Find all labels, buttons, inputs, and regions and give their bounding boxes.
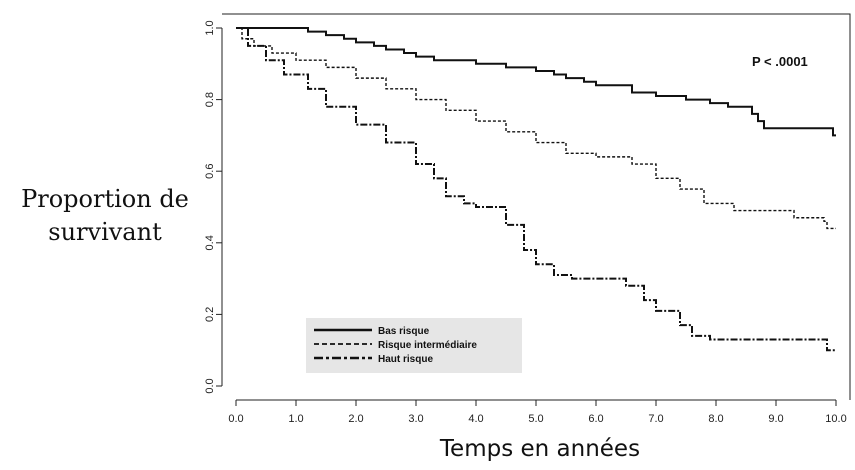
- legend-entry: Haut risque: [378, 354, 433, 365]
- x-tick-label: 3.0: [408, 413, 423, 425]
- y-axis-label: Proportion de survivant: [0, 183, 210, 249]
- y-tick-label: 0.6: [204, 164, 216, 179]
- x-axis-label: Temps en années: [439, 436, 641, 462]
- y-axis-label-line-2: survivant: [48, 218, 162, 246]
- curve-low-risk: [236, 27, 836, 137]
- y-tick-label: 0.8: [204, 92, 216, 107]
- x-tick-label: 10.0: [825, 413, 846, 425]
- x-tick-label: 7.0: [648, 413, 663, 425]
- x-tick-label: 4.0: [468, 413, 483, 425]
- x-tick-label: 6.0: [588, 413, 603, 425]
- plot-frame: [222, 13, 851, 400]
- chart-legend: Bas risque Risque intermédiaire Haut risqu…: [306, 318, 522, 373]
- x-tick-label: 8.0: [708, 413, 723, 425]
- y-tick-label: 0.4: [204, 235, 216, 250]
- y-axis-label-line-1: Proportion de: [21, 185, 189, 213]
- x-tick-label: 1.0: [288, 413, 303, 425]
- x-tick-label: 5.0: [528, 413, 543, 425]
- x-tick-label: 9.0: [768, 413, 783, 425]
- y-tick-label: 0.2: [204, 307, 216, 322]
- x-tick-label: 2.0: [348, 413, 363, 425]
- legend-box: [306, 318, 522, 373]
- curve-intermediate-risk: [236, 27, 836, 230]
- x-tick-label: 0.0: [228, 413, 243, 425]
- y-tick-label: 0.0: [204, 378, 216, 393]
- legend-entry: Bas risque: [378, 326, 430, 337]
- y-tick-label: 1.0: [204, 20, 216, 35]
- chart-curves: [236, 27, 836, 352]
- chart-axes: 0.0 1.0 2.0 3.0 4.0 5.0 6.0 7.0 8.0 9.0 10.0 0.0 0.2…: [204, 13, 851, 425]
- legend-entry: Risque intermédiaire: [378, 340, 477, 351]
- p-value-annotation: P < .0001: [752, 54, 808, 69]
- curve-high-risk: [236, 27, 836, 352]
